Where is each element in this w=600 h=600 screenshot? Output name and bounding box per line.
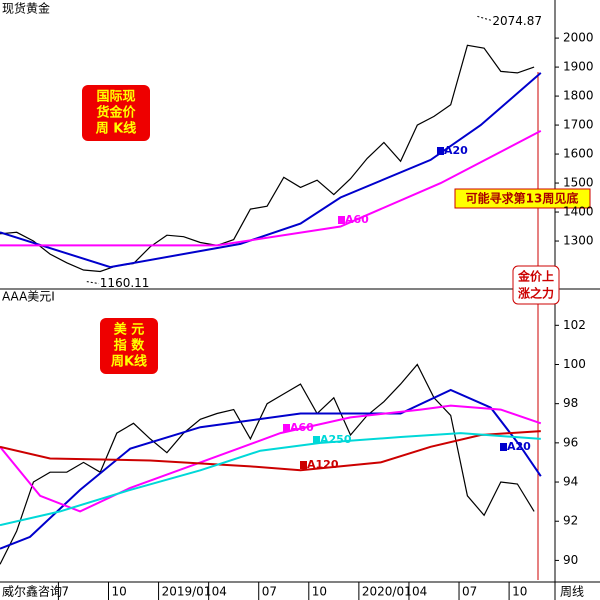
note: 涨之力: [518, 286, 554, 301]
y-tick-label: 1600: [563, 147, 594, 161]
source: 威尔鑫咨询: [2, 584, 62, 599]
y-tick-label: 94: [563, 475, 578, 489]
moving-average: [0, 404, 542, 513]
note: 可能寻求第13周见底: [466, 191, 579, 206]
note: 货金价: [96, 105, 136, 121]
x-tick-label: 04: [412, 585, 427, 599]
y-tick-label: 100: [563, 357, 586, 371]
panel-title: 现货黄金: [2, 1, 50, 16]
y-tick-label: 1400: [563, 205, 594, 219]
high-label: 2074.87: [492, 14, 542, 28]
x-tick-label: 2020/01: [362, 585, 412, 599]
note-box: [454, 188, 591, 209]
moving-average: [0, 430, 541, 472]
note: 指 数: [114, 338, 146, 354]
y-tick-label: 1700: [563, 118, 594, 132]
legend-label: A250: [320, 433, 352, 446]
legend-label: A20: [444, 144, 468, 157]
x-tick-label: 2019/01: [162, 585, 212, 599]
note-box: [82, 85, 150, 141]
y-tick-label: 1800: [563, 89, 594, 103]
legend-swatch: [313, 436, 320, 444]
y-tick-label: 1300: [563, 234, 594, 248]
x-tick-label: 07: [462, 585, 477, 599]
x-tick-label: 10: [111, 585, 126, 599]
y-tick-label: 102: [563, 318, 586, 332]
note: 金价上: [517, 269, 554, 284]
x-tick-label: 10: [512, 585, 527, 599]
x-tick-label: 04: [212, 585, 227, 599]
panel-title: AAA美元I: [2, 290, 55, 304]
legend-swatch: [300, 461, 307, 469]
y-tick-label: 90: [563, 553, 578, 567]
moving-average: [0, 130, 542, 247]
moving-average: [0, 432, 541, 527]
legend-label: A60: [290, 421, 314, 434]
x-tick-label: 10: [312, 585, 327, 599]
y-tick-label: 92: [563, 514, 578, 528]
high-marker: [477, 15, 492, 21]
legend-label: A20: [507, 440, 531, 453]
y-tick-label: 98: [563, 396, 578, 410]
note: 国际现: [96, 90, 135, 105]
period: 周线: [560, 585, 584, 599]
legend-swatch: [338, 216, 345, 224]
low-label: 1160.11: [100, 276, 150, 290]
note: 周K线: [111, 354, 147, 370]
legend-label: A60: [345, 213, 369, 226]
x-tick-label: 07: [262, 585, 277, 599]
y-tick-label: 96: [563, 435, 578, 449]
y-tick-label: 1900: [563, 60, 594, 74]
moving-average: [0, 72, 542, 269]
price-line: [0, 44, 535, 273]
x-tick-label: 7: [61, 585, 69, 599]
legend-swatch: [283, 424, 290, 432]
note: 周 K线: [96, 121, 137, 137]
y-tick-label: 2000: [563, 31, 594, 45]
legend-swatch: [437, 147, 444, 155]
legend-label: A120: [307, 458, 339, 471]
y-tick-label: 1500: [563, 176, 594, 190]
note-box: [100, 318, 158, 374]
note-box: [512, 265, 560, 305]
legend-swatch: [500, 443, 507, 451]
note: 美 元: [114, 322, 145, 338]
price-line: [0, 363, 535, 565]
